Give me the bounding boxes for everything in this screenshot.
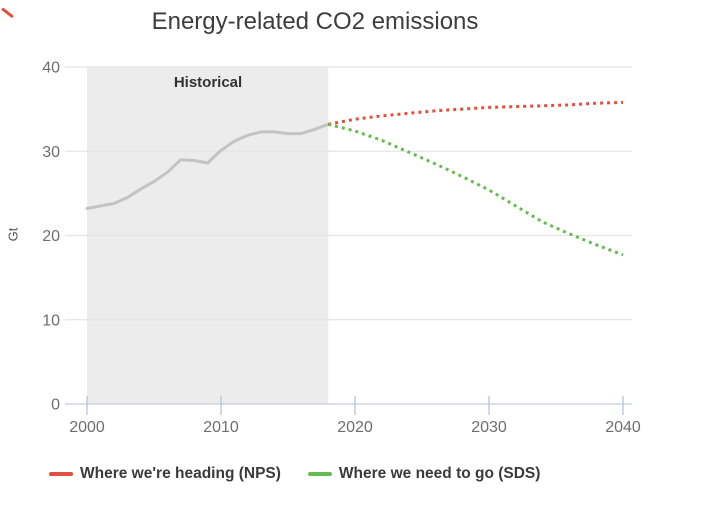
chart-legend: Where we're heading (NPS) Where we need … bbox=[49, 464, 540, 484]
legend-item-sds: Where we need to go (SDS) bbox=[307, 464, 541, 484]
x-tick-label: 2010 bbox=[203, 419, 239, 436]
y-tick-label: 30 bbox=[42, 144, 60, 161]
historical-line bbox=[85, 122, 330, 210]
x-tick-label: 2000 bbox=[69, 419, 105, 436]
legend-label-nps: Where we're heading (NPS) bbox=[80, 465, 281, 482]
x-tick-label: 2020 bbox=[337, 419, 373, 436]
legend-item-nps: Where we're heading (NPS) bbox=[49, 464, 281, 484]
y-tick-label: 10 bbox=[42, 312, 60, 329]
nps-line-swatch-icon bbox=[49, 472, 73, 476]
nps-projection-line bbox=[327, 100, 624, 126]
chart-title: Energy-related CO2 emissions bbox=[151, 8, 479, 35]
x-tick-label: 2040 bbox=[605, 419, 641, 436]
sds-line-swatch-icon bbox=[307, 472, 332, 476]
historical-region-label: Historical bbox=[173, 74, 243, 91]
y-axis-title: Gt bbox=[5, 227, 21, 242]
x-tick-label: 2030 bbox=[471, 419, 507, 436]
sds-projection-line bbox=[327, 122, 624, 257]
y-tick-label: 40 bbox=[42, 60, 60, 77]
legend-label-sds: Where we need to go (SDS) bbox=[338, 465, 541, 482]
y-tick-label: 20 bbox=[42, 228, 60, 245]
y-tick-label: 0 bbox=[51, 397, 60, 414]
